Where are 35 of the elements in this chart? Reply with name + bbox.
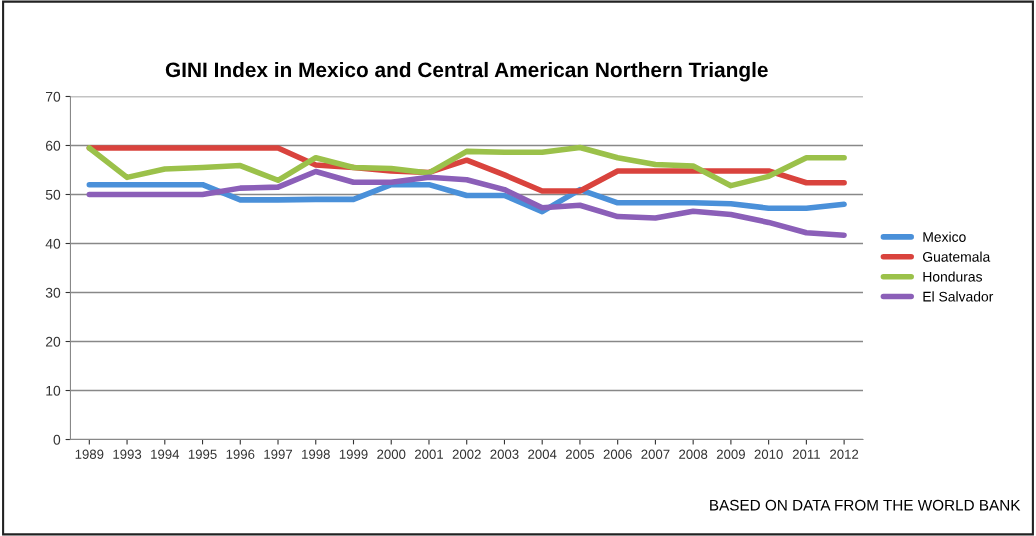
x-tick-label: 1997 [264, 449, 293, 459]
x-tick-label: 2011 [792, 449, 820, 459]
legend-label: Guatemala [923, 251, 991, 262]
y-tick-label: 40 [45, 238, 61, 249]
x-tick-label: 2000 [377, 449, 406, 459]
legend-label: El Salvador [923, 291, 994, 302]
legend-label: Mexico [923, 231, 966, 242]
y-tick-label: 50 [45, 189, 61, 200]
legend-label: Honduras [923, 271, 983, 282]
y-tick-label: 30 [45, 287, 61, 298]
x-tick-label: 1995 [188, 449, 217, 459]
y-tick-label: 10 [46, 385, 61, 396]
text: BASED ON DATA FROM THE WORLD BANK [710, 499, 1021, 511]
x-tick-label: 1993 [113, 449, 142, 459]
x-tick-label: 2009 [716, 449, 745, 459]
x-tick-label: 2012 [830, 449, 859, 459]
x-tick-label: 1996 [226, 449, 255, 459]
y-tick-label: 70 [45, 91, 61, 102]
x-tick-label: 1994 [151, 449, 180, 459]
x-tick-label: 2010 [754, 449, 783, 459]
x-tick-label: 2004 [528, 449, 557, 459]
x-tick-label: 2006 [603, 449, 632, 459]
x-tick-label: 2001 [414, 449, 444, 459]
x-tick-label: 2007 [641, 449, 670, 459]
x-tick-label: 2003 [490, 449, 519, 459]
y-tick-label: 0 [53, 434, 61, 445]
y-tick-label: 60 [45, 140, 61, 151]
x-tick-label: 2005 [565, 449, 595, 459]
x-tick-label: 2002 [452, 449, 481, 459]
x-tick-label: 1989 [75, 449, 104, 459]
y-tick-label: 20 [45, 336, 61, 347]
x-tick-label: 1999 [339, 449, 368, 459]
x-tick-label: 2008 [679, 449, 708, 459]
chart-title: GINI Index in Mexico and Central American Northern Triangle [165, 61, 768, 82]
x-tick-label: 1998 [302, 449, 330, 459]
